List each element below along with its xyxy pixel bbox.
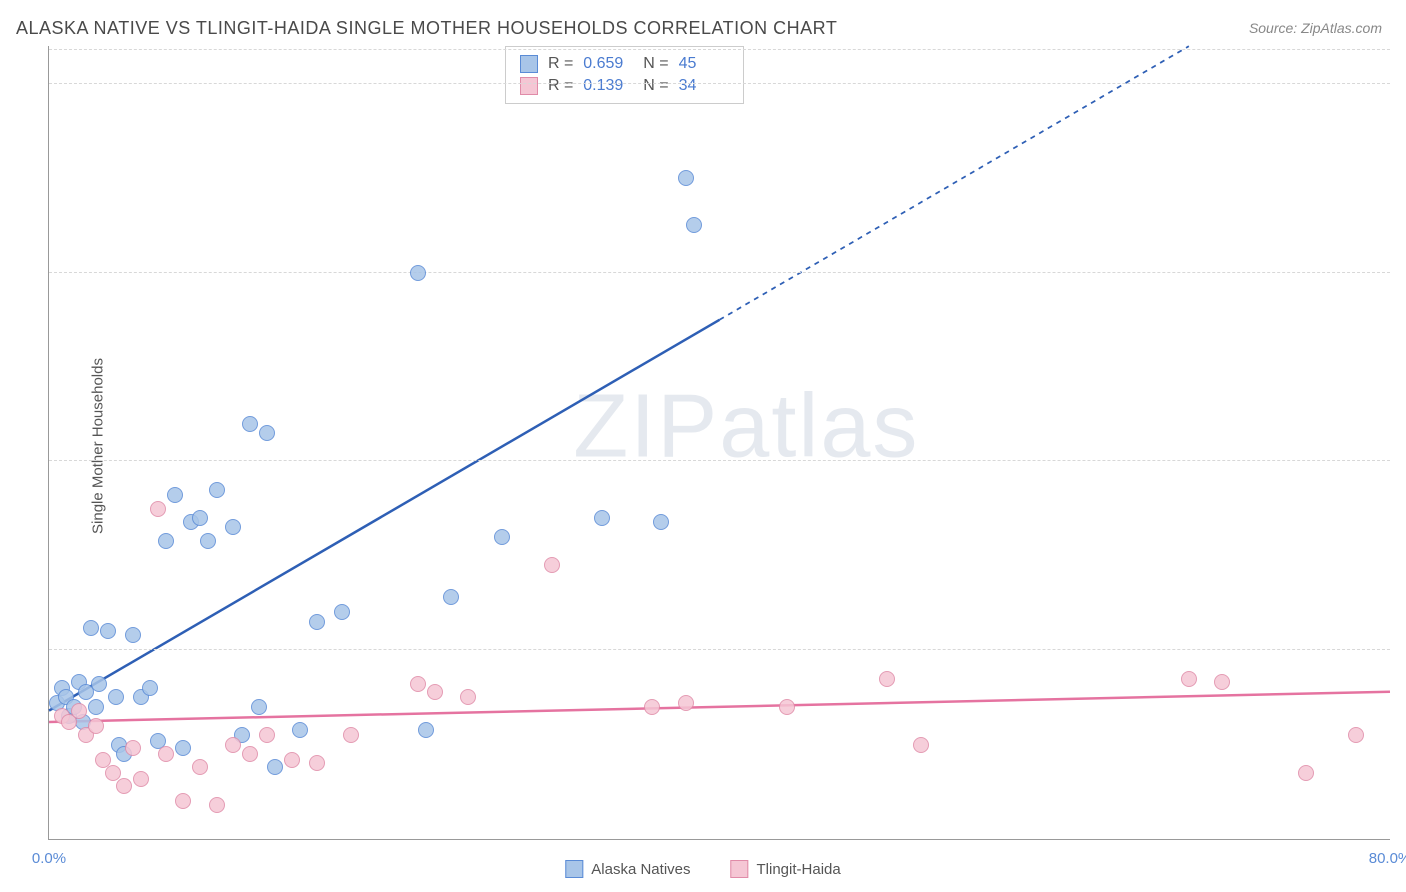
data-point: [410, 676, 426, 692]
data-point: [1214, 674, 1230, 690]
stats-swatch: [520, 55, 538, 73]
data-point: [410, 265, 426, 281]
trend-line-extension: [720, 46, 1189, 320]
x-tick-label: 80.0%: [1369, 850, 1406, 867]
data-point: [88, 699, 104, 715]
data-point: [125, 627, 141, 643]
chart-title: ALASKA NATIVE VS TLINGIT-HAIDA SINGLE MO…: [16, 18, 837, 39]
data-point: [418, 722, 434, 738]
data-point: [225, 519, 241, 535]
legend-swatch: [731, 860, 749, 878]
trend-lines: [49, 46, 1390, 839]
data-point: [879, 671, 895, 687]
data-point: [125, 740, 141, 756]
data-point: [167, 487, 183, 503]
data-point: [678, 695, 694, 711]
data-point: [544, 557, 560, 573]
data-point: [200, 533, 216, 549]
data-point: [343, 727, 359, 743]
trend-line: [49, 320, 720, 711]
data-point: [116, 778, 132, 794]
x-tick-label: 0.0%: [32, 850, 66, 867]
data-point: [175, 740, 191, 756]
data-point: [1181, 671, 1197, 687]
data-point: [460, 689, 476, 705]
data-point: [209, 482, 225, 498]
data-point: [913, 737, 929, 753]
data-point: [158, 533, 174, 549]
stats-row: R = 0.139 N = 34: [520, 75, 729, 97]
data-point: [242, 746, 258, 762]
data-point: [284, 752, 300, 768]
data-point: [309, 614, 325, 630]
data-point: [443, 589, 459, 605]
data-point: [309, 755, 325, 771]
data-point: [225, 737, 241, 753]
data-point: [108, 689, 124, 705]
data-point: [100, 623, 116, 639]
data-point: [133, 771, 149, 787]
data-point: [653, 514, 669, 530]
stats-row: R = 0.659 N = 45: [520, 53, 729, 75]
data-point: [334, 604, 350, 620]
legend-item: Alaska Natives: [565, 860, 690, 878]
stats-n-label: N =: [643, 77, 668, 95]
data-point: [105, 765, 121, 781]
data-point: [91, 676, 107, 692]
plot-area: ZIPatlas R =0.659N =45R =0.139N =34 10.0…: [48, 46, 1390, 840]
data-point: [242, 416, 258, 432]
grid-line: [49, 460, 1390, 461]
data-point: [259, 727, 275, 743]
data-point: [1298, 765, 1314, 781]
source-label: Source: ZipAtlas.com: [1249, 20, 1382, 36]
data-point: [175, 793, 191, 809]
data-point: [267, 759, 283, 775]
data-point: [1348, 727, 1364, 743]
data-point: [259, 425, 275, 441]
data-point: [494, 529, 510, 545]
watermark: ZIPatlas: [573, 375, 919, 478]
data-point: [427, 684, 443, 700]
data-point: [594, 510, 610, 526]
stats-n-value: 45: [679, 55, 729, 73]
legend-swatch: [565, 860, 583, 878]
data-point: [686, 217, 702, 233]
grid-line: [49, 83, 1390, 84]
data-point: [192, 510, 208, 526]
stats-n-value: 34: [679, 77, 729, 95]
legend-label: Tlingit-Haida: [757, 861, 841, 878]
grid-line: [49, 649, 1390, 650]
data-point: [192, 759, 208, 775]
data-point: [158, 746, 174, 762]
data-point: [71, 703, 87, 719]
data-point: [209, 797, 225, 813]
data-point: [678, 170, 694, 186]
data-point: [779, 699, 795, 715]
data-point: [88, 718, 104, 734]
data-point: [251, 699, 267, 715]
data-point: [292, 722, 308, 738]
legend-bottom: Alaska Natives Tlingit-Haida: [565, 860, 840, 878]
data-point: [83, 620, 99, 636]
stats-r-value: 0.659: [583, 55, 633, 73]
grid-line: [49, 49, 1390, 50]
stats-swatch: [520, 77, 538, 95]
data-point: [150, 501, 166, 517]
grid-line: [49, 272, 1390, 273]
stats-n-label: N =: [643, 55, 668, 73]
legend-item: Tlingit-Haida: [731, 860, 841, 878]
chart-container: ALASKA NATIVE VS TLINGIT-HAIDA SINGLE MO…: [0, 0, 1406, 892]
data-point: [142, 680, 158, 696]
legend-label: Alaska Natives: [591, 861, 690, 878]
data-point: [644, 699, 660, 715]
stats-legend-box: R = 0.659 N = 45 R = 0.139 N = 34: [505, 46, 744, 104]
stats-r-label: R =: [548, 55, 573, 73]
stats-r-value: 0.139: [583, 77, 633, 95]
stats-r-label: R =: [548, 77, 573, 95]
